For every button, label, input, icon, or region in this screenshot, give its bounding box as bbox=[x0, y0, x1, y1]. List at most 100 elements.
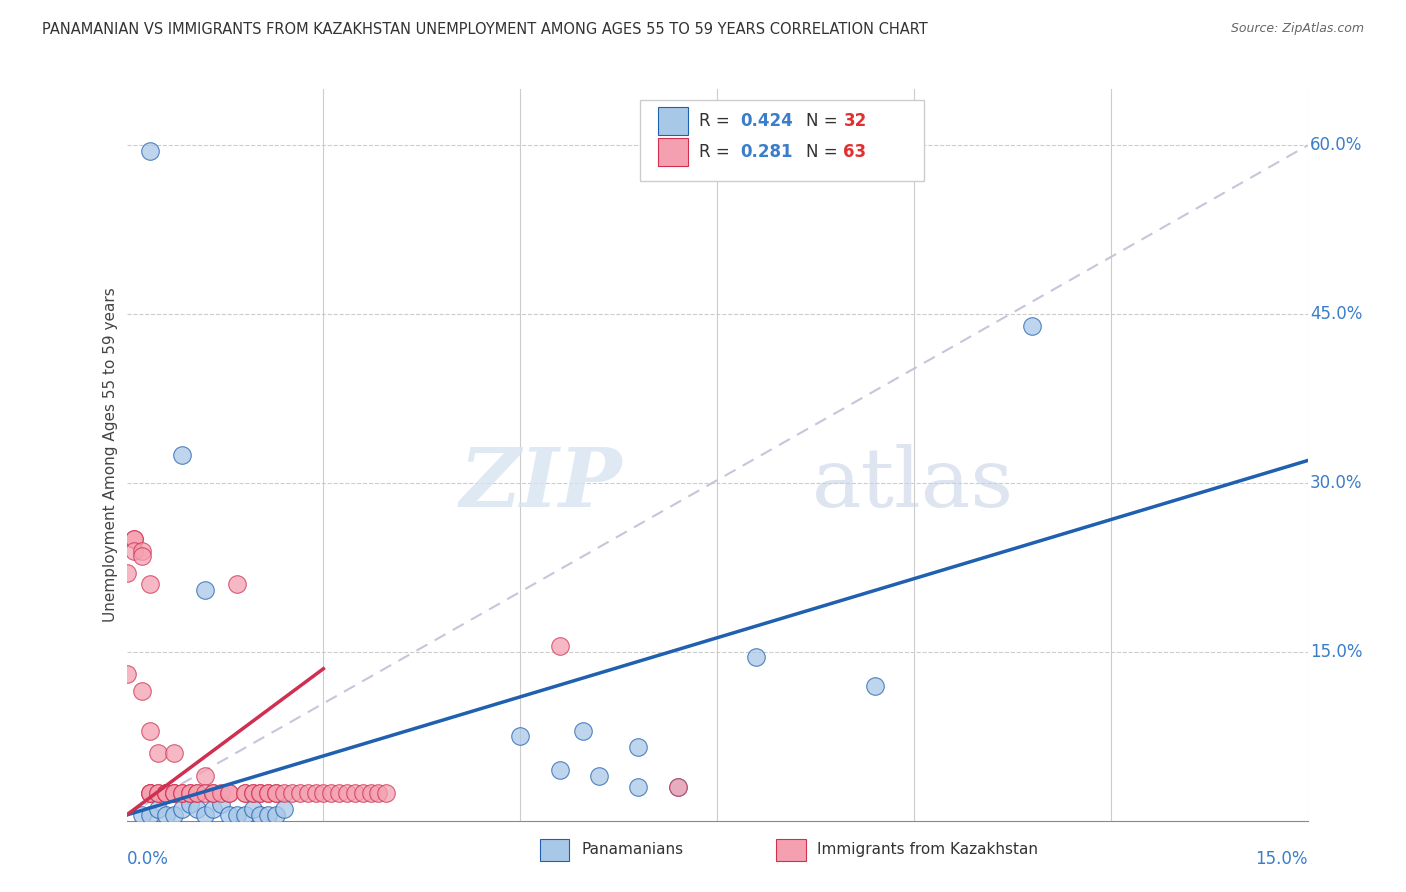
Point bbox=[863, 679, 886, 693]
Text: 63: 63 bbox=[844, 143, 866, 161]
Point bbox=[588, 769, 610, 783]
Point bbox=[304, 785, 326, 799]
Point bbox=[360, 785, 382, 799]
Point bbox=[124, 543, 146, 558]
Text: Panamanians: Panamanians bbox=[581, 842, 683, 857]
Text: 15.0%: 15.0% bbox=[1310, 643, 1362, 661]
Point bbox=[509, 729, 531, 743]
Point bbox=[186, 785, 208, 799]
Point bbox=[155, 785, 177, 799]
Point bbox=[242, 785, 264, 799]
Point bbox=[139, 577, 162, 591]
Point bbox=[139, 785, 162, 799]
Point bbox=[666, 780, 689, 794]
Point bbox=[146, 746, 169, 760]
Point bbox=[548, 639, 571, 653]
Point bbox=[218, 808, 240, 822]
Point bbox=[249, 785, 271, 799]
Point bbox=[155, 785, 177, 799]
Point bbox=[375, 785, 398, 799]
Text: R =: R = bbox=[699, 112, 735, 129]
Point bbox=[233, 785, 256, 799]
Point bbox=[146, 785, 169, 799]
Point bbox=[170, 448, 193, 462]
Point bbox=[163, 785, 186, 799]
Point bbox=[146, 785, 169, 799]
Text: N =: N = bbox=[806, 143, 842, 161]
Point bbox=[115, 566, 138, 580]
Point bbox=[146, 802, 169, 816]
Point bbox=[131, 808, 153, 822]
Text: Source: ZipAtlas.com: Source: ZipAtlas.com bbox=[1230, 22, 1364, 36]
Point bbox=[273, 802, 295, 816]
Point bbox=[218, 785, 240, 799]
Point bbox=[281, 785, 304, 799]
Point bbox=[194, 769, 217, 783]
Text: 15.0%: 15.0% bbox=[1256, 850, 1308, 868]
Point bbox=[288, 785, 311, 799]
Point bbox=[115, 667, 138, 681]
Point bbox=[186, 802, 208, 816]
Point bbox=[179, 785, 201, 799]
Point bbox=[170, 802, 193, 816]
Point bbox=[336, 785, 359, 799]
FancyBboxPatch shape bbox=[658, 138, 688, 166]
Point bbox=[548, 763, 571, 777]
Point bbox=[627, 740, 650, 755]
Point bbox=[321, 785, 343, 799]
Point bbox=[249, 785, 271, 799]
Point bbox=[312, 785, 335, 799]
Point bbox=[124, 533, 146, 547]
Text: R =: R = bbox=[699, 143, 735, 161]
Point bbox=[264, 785, 287, 799]
FancyBboxPatch shape bbox=[658, 107, 688, 135]
Point bbox=[273, 785, 295, 799]
Point bbox=[163, 785, 186, 799]
Point bbox=[209, 785, 232, 799]
Text: 60.0%: 60.0% bbox=[1310, 136, 1362, 154]
Point bbox=[170, 785, 193, 799]
Point bbox=[218, 785, 240, 799]
Text: N =: N = bbox=[806, 112, 842, 129]
Y-axis label: Unemployment Among Ages 55 to 59 years: Unemployment Among Ages 55 to 59 years bbox=[103, 287, 118, 623]
Text: 45.0%: 45.0% bbox=[1310, 305, 1362, 323]
Point bbox=[257, 808, 280, 822]
Point bbox=[139, 785, 162, 799]
Point bbox=[131, 684, 153, 698]
Point bbox=[249, 808, 271, 822]
Text: PANAMANIAN VS IMMIGRANTS FROM KAZAKHSTAN UNEMPLOYMENT AMONG AGES 55 TO 59 YEARS : PANAMANIAN VS IMMIGRANTS FROM KAZAKHSTAN… bbox=[42, 22, 928, 37]
Point bbox=[233, 808, 256, 822]
Point bbox=[124, 533, 146, 547]
Point bbox=[139, 144, 162, 158]
Point bbox=[225, 808, 247, 822]
Point bbox=[202, 785, 225, 799]
Point bbox=[179, 785, 201, 799]
Point bbox=[264, 785, 287, 799]
Point bbox=[186, 785, 208, 799]
Point bbox=[202, 802, 225, 816]
Point bbox=[170, 785, 193, 799]
Point bbox=[627, 780, 650, 794]
Text: 0.424: 0.424 bbox=[741, 112, 793, 129]
Point bbox=[328, 785, 350, 799]
Point bbox=[163, 808, 186, 822]
Point bbox=[131, 543, 153, 558]
Point bbox=[745, 650, 768, 665]
Point bbox=[225, 577, 247, 591]
Point bbox=[233, 785, 256, 799]
Point bbox=[257, 785, 280, 799]
Text: Immigrants from Kazakhstan: Immigrants from Kazakhstan bbox=[817, 842, 1039, 857]
Point bbox=[139, 785, 162, 799]
Point bbox=[242, 802, 264, 816]
Point bbox=[367, 785, 389, 799]
Point bbox=[666, 780, 689, 794]
Point bbox=[131, 549, 153, 564]
Point bbox=[1021, 318, 1043, 333]
Point bbox=[155, 808, 177, 822]
Text: atlas: atlas bbox=[811, 444, 1014, 524]
Point bbox=[297, 785, 319, 799]
Point bbox=[352, 785, 374, 799]
Text: 32: 32 bbox=[844, 112, 866, 129]
Point bbox=[572, 723, 595, 738]
FancyBboxPatch shape bbox=[640, 100, 924, 180]
